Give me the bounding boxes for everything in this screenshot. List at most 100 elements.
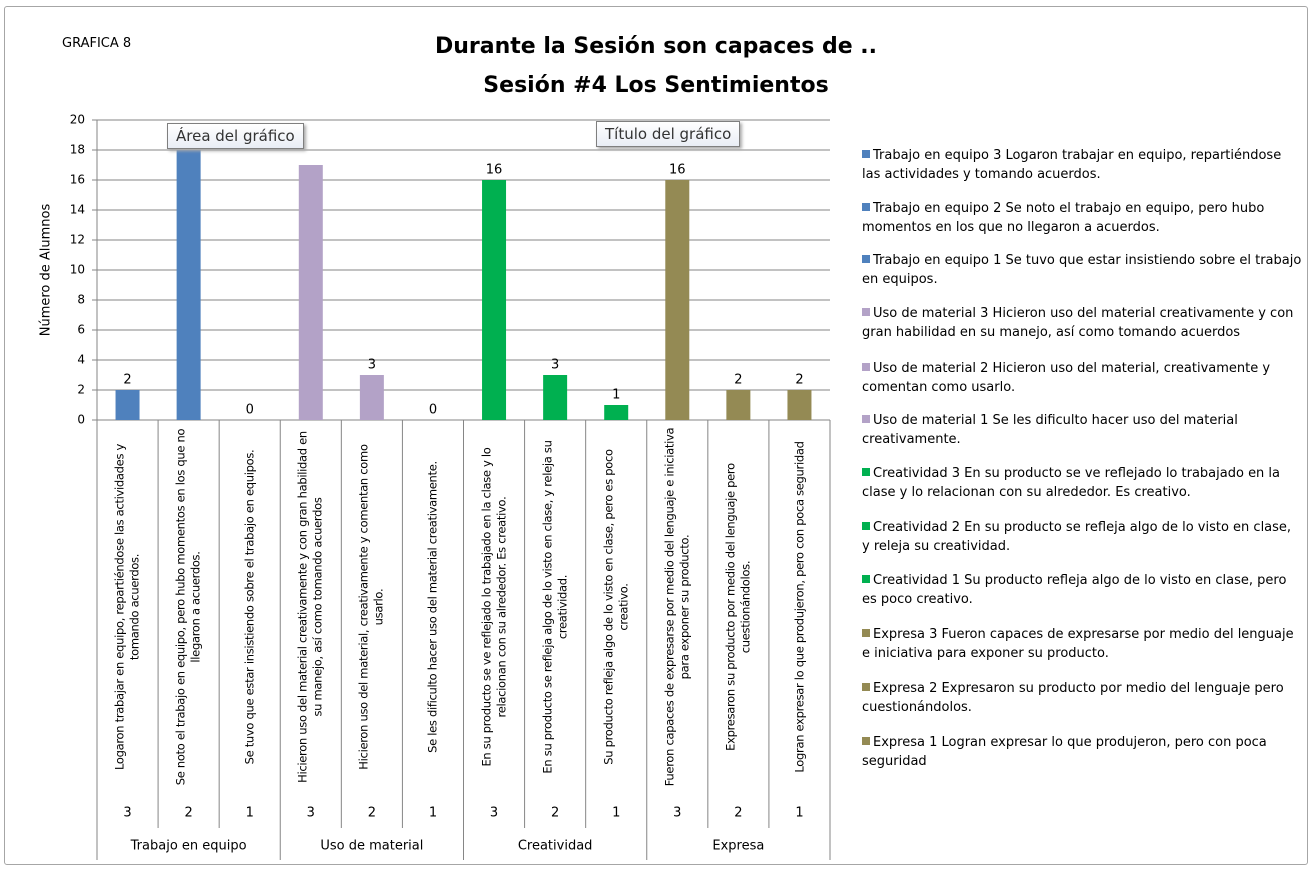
data-label: 16 xyxy=(486,163,503,178)
legend-swatch xyxy=(862,683,870,691)
legend-swatch xyxy=(862,203,870,211)
legend-text: Trabajo en equipo 3 Logaron trabajar en … xyxy=(862,148,1282,182)
y-tick-label: 10 xyxy=(70,263,85,277)
x-tick-label: Se les dificulto hacer uso del material … xyxy=(425,461,440,753)
y-tick-label: 4 xyxy=(77,353,85,367)
x-tick-label: En su producto se ve reflejado lo trabaj… xyxy=(479,447,509,767)
x-tick-label: Fueron capaces de expresarse por medio d… xyxy=(662,427,692,787)
x-tick-label: Se noto el trabajo en equipo, pero hubo … xyxy=(173,428,203,786)
x-level-label: 1 xyxy=(429,806,437,821)
x-level-label: 2 xyxy=(551,806,559,821)
x-tick-label: Logaron trabajar en equipo, repartiéndos… xyxy=(112,444,142,771)
x-level-label: 2 xyxy=(734,806,742,821)
x-tick-label: En su producto se refleja algo de lo vis… xyxy=(540,440,570,774)
chart-subtitle: Sesión #4 Los Sentimientos xyxy=(483,73,829,98)
legend-text: Creatividad 1 Su producto refleja algo d… xyxy=(862,573,1287,607)
y-tick-label: 6 xyxy=(77,323,85,337)
y-tick-label: 20 xyxy=(70,113,85,127)
legend-entry: Expresa 1 Logran expresar lo que produje… xyxy=(862,733,1302,771)
y-tick-label: 14 xyxy=(70,203,85,217)
x-level-label: 2 xyxy=(184,806,192,821)
x-level-label: 1 xyxy=(612,806,620,821)
bar xyxy=(115,390,140,420)
tooltip: Título del gráfico xyxy=(596,121,741,147)
bar xyxy=(359,375,384,420)
legend-entry: Creatividad 2 En su producto se refleja … xyxy=(862,518,1302,556)
legend-entry: Uso de material 2 Hicieron uso del mater… xyxy=(862,359,1302,397)
x-level-label: 3 xyxy=(307,806,315,821)
x-group-label: Uso de material xyxy=(320,839,423,854)
legend-swatch xyxy=(862,363,870,371)
chart-frame xyxy=(4,6,1308,865)
legend-swatch xyxy=(862,575,870,583)
data-label: 2 xyxy=(734,373,742,388)
legend-entry: Trabajo en equipo 2 Se noto el trabajo e… xyxy=(862,199,1302,237)
tooltip: Área del gráfico xyxy=(167,123,304,149)
y-tick-label: 8 xyxy=(77,293,85,307)
x-level-label: 1 xyxy=(795,806,803,821)
data-label: 1 xyxy=(612,388,620,403)
data-label: 3 xyxy=(551,358,559,373)
y-tick-label: 12 xyxy=(70,233,85,247)
legend-swatch xyxy=(862,150,870,158)
data-label: 3 xyxy=(368,358,376,373)
legend-text: Uso de material 2 Hicieron uso del mater… xyxy=(862,361,1271,395)
bar xyxy=(482,180,507,420)
bar xyxy=(787,390,812,420)
x-tick-label: Hicieron uso del material, creativamente… xyxy=(356,444,386,770)
x-tick-label: Hicieron uso del material creativamente … xyxy=(295,431,325,783)
data-label: 2 xyxy=(795,373,803,388)
x-group-label: Expresa xyxy=(712,839,764,854)
legend-entry: Expresa 3 Fueron capaces de expresarse p… xyxy=(862,625,1302,663)
x-group-label: Trabajo en equipo xyxy=(130,839,247,854)
x-level-label: 3 xyxy=(123,806,131,821)
x-level-label: 3 xyxy=(673,806,681,821)
y-tick-label: 0 xyxy=(77,413,85,427)
data-label: 0 xyxy=(246,403,254,418)
bar xyxy=(726,390,751,420)
legend-text: Expresa 1 Logran expresar lo que produje… xyxy=(862,735,1267,769)
y-tick-label: 18 xyxy=(70,143,85,157)
x-tick-label: Expresaron su producto por medio del len… xyxy=(723,463,753,751)
legend-entry: Trabajo en equipo 3 Logaron trabajar en … xyxy=(862,146,1302,184)
legend-text: Creatividad 2 En su producto se refleja … xyxy=(862,520,1292,554)
y-tick-label: 16 xyxy=(70,173,85,187)
x-level-label: 2 xyxy=(368,806,376,821)
bar xyxy=(176,150,201,420)
bar xyxy=(604,405,629,420)
chart-title: Durante la Sesión son capaces de .. xyxy=(434,34,878,59)
x-tick-label: Se tuvo que estar insistiendo sobre el t… xyxy=(242,449,257,765)
data-label: 0 xyxy=(429,403,437,418)
legend-swatch xyxy=(862,255,870,263)
legend-swatch xyxy=(862,468,870,476)
legend-entry: Uso de material 3 Hicieron uso del mater… xyxy=(862,304,1302,342)
x-level-label: 1 xyxy=(246,806,254,821)
legend-swatch xyxy=(862,415,870,423)
bar xyxy=(298,165,323,420)
legend-entry: Creatividad 3 En su producto se ve refle… xyxy=(862,464,1302,502)
legend-text: Expresa 3 Fueron capaces de expresarse p… xyxy=(862,627,1294,661)
data-label: 2 xyxy=(123,373,131,388)
legend-swatch xyxy=(862,737,870,745)
bar xyxy=(543,375,568,420)
x-tick-label: Logran expresar lo que produjeron, pero … xyxy=(791,441,806,773)
x-group-label: Creatividad xyxy=(518,839,593,854)
legend-entry: Creatividad 1 Su producto refleja algo d… xyxy=(862,571,1302,609)
data-label: 16 xyxy=(669,163,686,178)
legend-swatch xyxy=(862,308,870,316)
legend-text: Uso de material 3 Hicieron uso del mater… xyxy=(862,306,1294,340)
legend-text: Creatividad 3 En su producto se ve refle… xyxy=(862,466,1281,500)
bar xyxy=(665,180,690,420)
legend-swatch xyxy=(862,522,870,530)
legend-text: Expresa 2 Expresaron su producto por med… xyxy=(862,681,1284,715)
x-level-label: 3 xyxy=(490,806,498,821)
legend-swatch xyxy=(862,629,870,637)
legend-entry: Expresa 2 Expresaron su producto por med… xyxy=(862,679,1302,717)
legend-text: Trabajo en equipo 2 Se noto el trabajo e… xyxy=(862,201,1265,235)
y-axis-label: Número de Alumnos xyxy=(39,204,54,337)
x-tick-label: Su producto refleja algo de lo visto en … xyxy=(601,449,631,765)
legend-entry: Trabajo en equipo 1 Se tuvo que estar in… xyxy=(862,251,1302,289)
chart-label: GRAFICA 8 xyxy=(62,36,132,51)
